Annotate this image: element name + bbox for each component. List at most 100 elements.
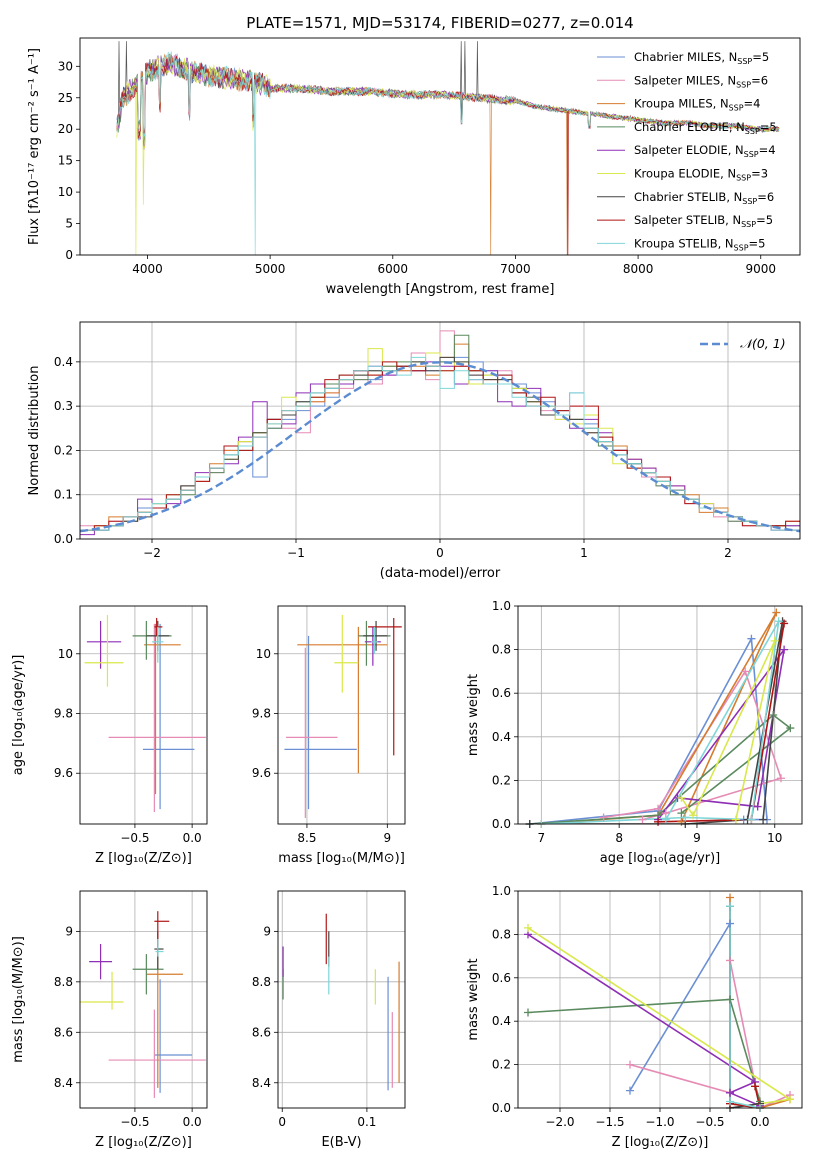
y-axis-label: mass weight: [466, 958, 481, 1040]
y-tick-label: 0.2: [492, 1058, 511, 1072]
y-tick-label: 10: [256, 647, 271, 661]
plot-area-mass-vs-EBV: [278, 891, 405, 1108]
legend-entry: Salpeter ELODIE, NSSP=4: [634, 143, 776, 159]
plot-area-residuals: [80, 322, 800, 539]
chart-age-vs-Z: −0.5 0.0 9.6 9.8 10 Z [log₁₀(Z/Z⊙)] age [log₁₀…: [11, 605, 208, 866]
legend-subscript: SSP: [734, 243, 749, 252]
y-tick-label: 0.4: [54, 355, 73, 369]
chart-weight-vs-Z: −2.0 −1.5 −1.0 −0.5 0.0 0.0 0.2 0.4 0.6 0.8 1.0 Z […: [466, 884, 803, 1150]
x-axis-label: (data-model)/error: [380, 566, 501, 581]
y-tick-label: 20: [58, 122, 73, 136]
legend-label: Chabrier ELODIE, N: [634, 120, 745, 134]
y-tick-label: 8.6: [252, 1025, 271, 1039]
weight-line-5: [680, 640, 776, 820]
axes-frame: [277, 890, 406, 1109]
legend-label: Salpeter MILES, N: [634, 73, 736, 87]
weight-marker: [726, 1088, 734, 1097]
y-tick-label: 9: [65, 924, 73, 938]
y-tick-label: 8.6: [54, 1025, 73, 1039]
x-tick-label: 8.5: [297, 831, 316, 845]
x-axis-label: E(B-V): [321, 1135, 361, 1150]
y-tick-label: 0.8: [492, 643, 511, 657]
legend-label: Kroupa STELIB, N: [634, 236, 734, 250]
weight-marker: [759, 815, 768, 824]
legend-subscript: SSP: [729, 104, 744, 113]
weight-marker: [726, 1097, 734, 1106]
y-tick-label: 8.4: [54, 1076, 73, 1090]
weight-marker: [751, 1082, 759, 1091]
axes-frame: [517, 890, 803, 1109]
y-tick-label: 25: [58, 91, 73, 105]
normal-curve: [80, 361, 800, 533]
y-tick-label: 0.4: [492, 1014, 511, 1028]
x-tick-label: −2.0: [545, 1115, 574, 1129]
weight-line-8: [729, 906, 761, 1108]
legend-value: =6: [757, 190, 774, 204]
y-axis-label: age [log₁₀(age/yr)]: [11, 655, 26, 776]
axes-frame: [79, 321, 801, 540]
y-tick-label: 5: [65, 217, 73, 231]
weight-line-8: [541, 620, 780, 824]
weight-line-6: [729, 906, 761, 1108]
legend-value: =4: [759, 143, 776, 157]
legend-subscript: SSP: [742, 197, 757, 206]
weight-line-7: [729, 1086, 761, 1108]
x-tick-label: −2: [143, 546, 161, 560]
legend-label: Salpeter ELODIE, N: [634, 143, 744, 157]
weight-marker: [726, 919, 734, 928]
weight-marker: [741, 667, 750, 676]
plot-area-weight-vs-age: [518, 606, 802, 824]
x-tick-label: −0.5: [120, 1115, 149, 1129]
x-tick-label: 0.0: [183, 831, 202, 845]
y-tick-label: 0.0: [492, 817, 511, 831]
weight-marker: [786, 724, 795, 733]
weight-marker: [780, 619, 789, 628]
y-tick-label: 9.6: [252, 766, 271, 780]
x-tick-label: −1.0: [645, 1115, 674, 1129]
y-tick-label: 0.0: [492, 1101, 511, 1115]
x-tick-label: 0: [436, 546, 444, 560]
weight-line-4: [527, 933, 761, 1107]
legend-subscript: SSP: [745, 127, 760, 136]
x-tick-label: 9000: [745, 262, 776, 276]
legend-entry: Salpeter STELIB, NSSP=5: [634, 213, 773, 229]
y-tick-label: 9.8: [252, 707, 271, 721]
x-axis-label: mass [log₁₀(M/M⊙)]: [278, 851, 405, 866]
legend-value: =6: [751, 73, 768, 87]
axes-frame: [517, 605, 803, 825]
plot-area-weight-vs-Z: [518, 891, 802, 1108]
legend-label: Chabrier STELIB, N: [634, 190, 742, 204]
y-tick-label: 8.4: [252, 1076, 271, 1090]
y-tick-label: 1.0: [492, 884, 511, 898]
x-tick-label: 4000: [132, 262, 163, 276]
legend-value: =4: [744, 97, 761, 111]
y-tick-label: 0.4: [492, 730, 511, 744]
legend-subscript: SSP: [744, 150, 759, 159]
legend-entry: Kroupa STELIB, NSSP=5: [634, 236, 765, 252]
legend-value: =3: [751, 167, 768, 181]
chart-mass-vs-Z: −0.5 0.0 8.4 8.6 8.8 9 Z [log₁₀(Z/Z⊙)] mass [lo…: [11, 890, 208, 1150]
y-tick-label: 0.6: [492, 686, 511, 700]
x-tick-label: 6000: [378, 262, 409, 276]
weight-marker: [780, 645, 789, 654]
x-tick-label: 7000: [500, 262, 531, 276]
weight-marker: [770, 636, 779, 645]
chart-age-vs-mass: 8.5 9 9.6 9.8 10 mass [log₁₀(M/M⊙)]: [252, 605, 406, 866]
x-tick-label: 7: [538, 831, 546, 845]
x-tick-label: 0.0: [183, 1115, 202, 1129]
y-tick-label: 9.6: [54, 766, 73, 780]
y-tick-label: 8.8: [54, 975, 73, 989]
x-tick-label: 5000: [255, 262, 286, 276]
y-tick-label: 30: [58, 59, 73, 73]
y-tick-label: 8.8: [252, 975, 271, 989]
legend-entry: Chabrier STELIB, NSSP=6: [634, 190, 774, 206]
x-tick-label: 8: [615, 831, 623, 845]
axes-frame: [277, 605, 406, 825]
y-tick-label: 15: [58, 154, 73, 168]
legend-label: Salpeter STELIB, N: [634, 213, 741, 227]
legend-entry: Kroupa ELODIE, NSSP=3: [634, 167, 768, 183]
x-tick-label: 9: [693, 831, 701, 845]
legend-value: =5: [756, 213, 773, 227]
axes-frame: [79, 605, 208, 825]
